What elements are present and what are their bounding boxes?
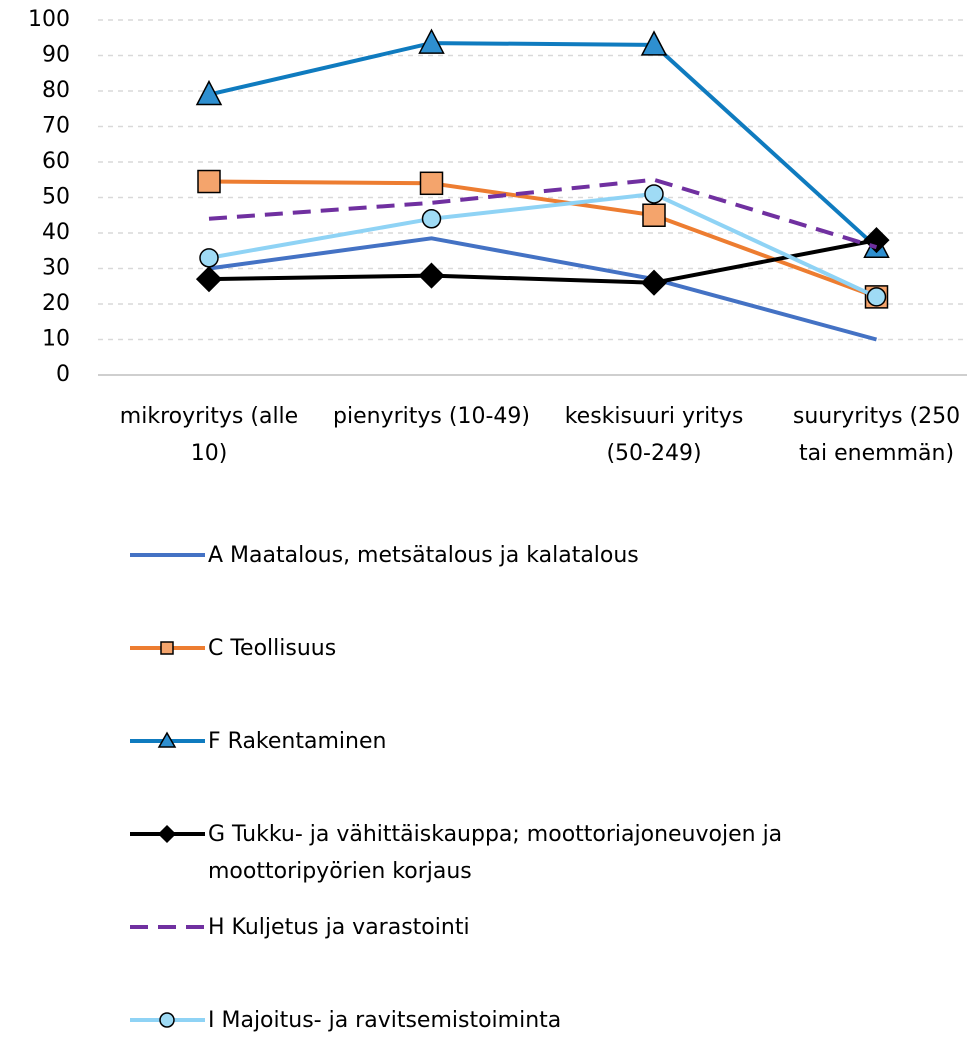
y-tick-label: 20 — [42, 291, 70, 316]
y-tick-label: 80 — [42, 78, 70, 103]
y-tick-label: 60 — [42, 149, 70, 174]
legend-label: I Majoitus- ja ravitsemistoiminta — [208, 1008, 562, 1033]
legend-item: C Teollisuus — [208, 630, 868, 667]
series — [199, 184, 887, 307]
x-tick-label: keskisuuri yritys (50-249) — [564, 404, 744, 466]
marker — [421, 209, 442, 229]
marker — [157, 824, 177, 844]
legend-label: G Tukku- ja vähittäiskauppa; moottoriajo… — [208, 822, 783, 884]
series-line — [208, 41, 878, 249]
marker — [199, 248, 219, 268]
series — [195, 28, 890, 258]
legend-item: H Kuljetus ja varastointi — [208, 909, 868, 946]
marker — [197, 169, 221, 194]
x-tick-label: pienyritys (10-49) — [333, 404, 530, 429]
y-tick-label: 30 — [42, 256, 70, 281]
legend-item: A Maatalous, metsätalous ja kalatalous — [208, 537, 868, 574]
legend-label: F Rakentaminen — [208, 729, 387, 754]
legend-item: G Tukku- ja vähittäiskauppa; moottoriajo… — [208, 816, 868, 890]
series-line — [208, 179, 878, 299]
legend-swatch — [130, 731, 205, 748]
y-tick-label: 70 — [42, 114, 70, 139]
series-line — [208, 191, 878, 299]
legend-swatch — [130, 641, 205, 655]
y-tick-label: 100 — [28, 7, 70, 32]
marker — [419, 171, 444, 196]
y-tick-label: 40 — [42, 220, 70, 245]
marker — [418, 262, 445, 289]
y-tick-label: 90 — [42, 43, 70, 68]
marker — [642, 203, 666, 227]
x-tick-label: suuryritys (250 tai enemmän) — [792, 404, 961, 466]
x-tick-label: mikroyritys (alle 10) — [119, 404, 299, 466]
legend-swatch — [130, 824, 205, 844]
series — [208, 177, 878, 250]
marker — [195, 266, 223, 293]
marker — [157, 731, 177, 748]
marker — [195, 79, 223, 106]
series — [208, 236, 878, 342]
marker — [159, 1012, 175, 1028]
series-line — [208, 236, 878, 342]
marker — [863, 227, 890, 254]
y-tick-label: 50 — [42, 185, 70, 210]
legend-label: A Maatalous, metsätalous ja kalatalous — [208, 543, 639, 568]
y-tick-label: 0 — [56, 362, 70, 387]
marker — [418, 28, 445, 54]
marker — [866, 287, 887, 307]
legend-label: C Teollisuus — [208, 636, 337, 661]
marker — [640, 30, 668, 56]
legend-item: I Majoitus- ja ravitsemistoiminta — [208, 1002, 868, 1038]
marker — [640, 269, 668, 296]
marker — [160, 641, 174, 655]
marker — [644, 184, 664, 204]
legend-item: F Rakentaminen — [208, 723, 868, 760]
y-tick-label: 10 — [42, 327, 70, 352]
series — [197, 169, 889, 309]
legend-label: H Kuljetus ja varastointi — [208, 915, 470, 940]
series-line — [208, 238, 877, 285]
legend-swatch — [130, 1012, 205, 1028]
series-line — [208, 177, 878, 250]
